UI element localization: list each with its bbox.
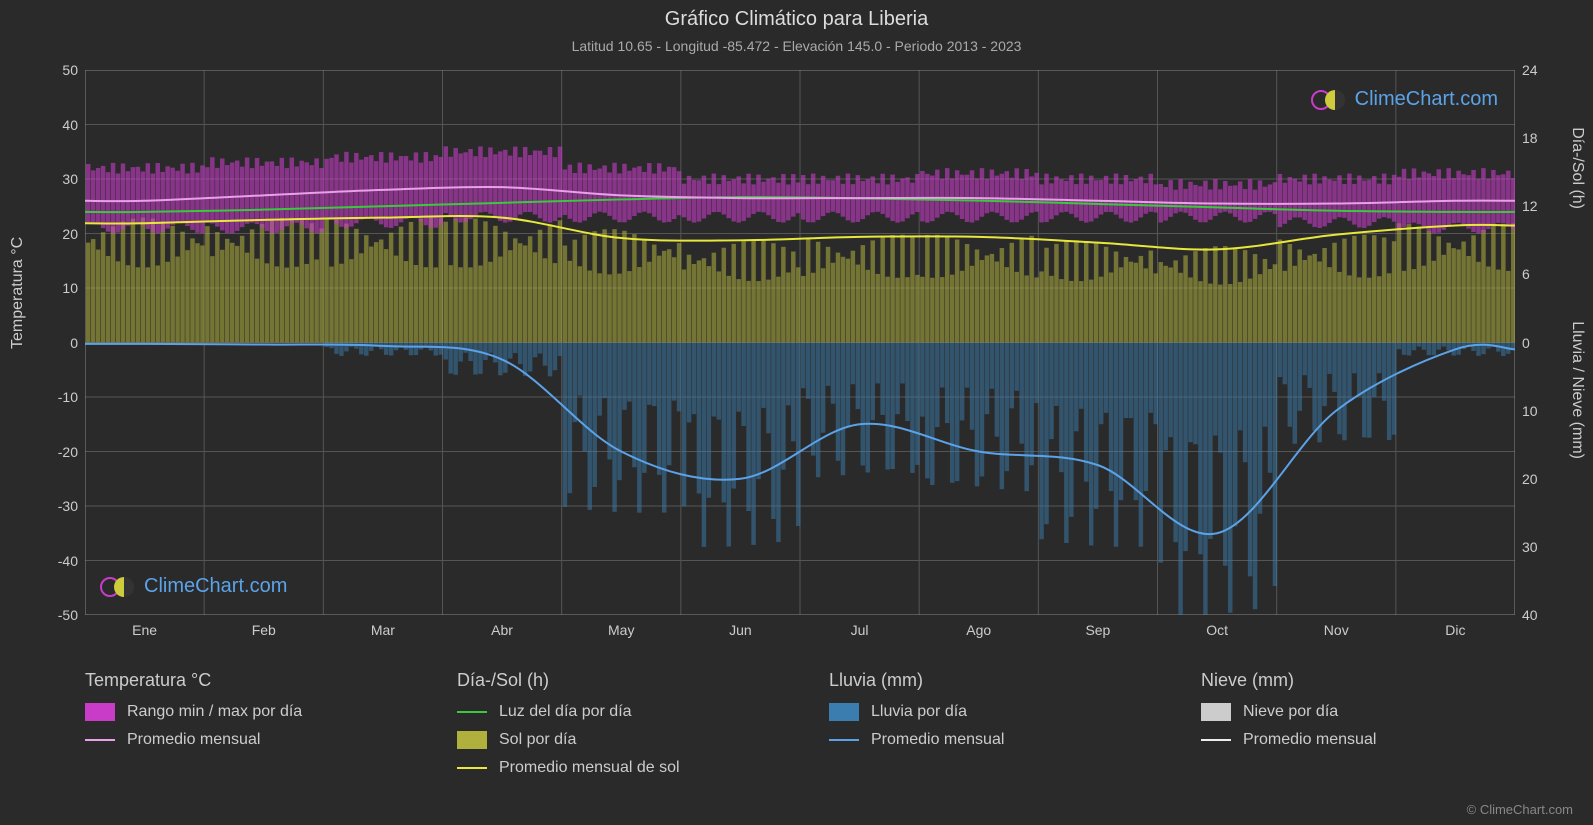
x-tick: Feb	[239, 622, 289, 638]
y-right-bottom-tick: 10	[1522, 403, 1562, 419]
watermark-top: ClimeChart.com	[1311, 88, 1498, 111]
y-axis-right-top-label: Día-/Sol (h)	[1568, 127, 1586, 209]
legend-title: Lluvia (mm)	[829, 670, 1161, 691]
copyright-text: © ClimeChart.com	[1467, 802, 1573, 817]
y-right-top-tick: 18	[1522, 130, 1562, 146]
y-axis-left-label: Temperatura °C	[9, 237, 27, 349]
legend-label: Nieve por día	[1243, 703, 1338, 721]
x-tick: Ene	[120, 622, 170, 638]
legend: Temperatura °C Rango min / max por día Pr…	[85, 670, 1533, 787]
legend-item: Luz del día por día	[457, 703, 789, 721]
x-tick: Nov	[1311, 622, 1361, 638]
x-tick: Abr	[477, 622, 527, 638]
legend-item: Promedio mensual de sol	[457, 759, 789, 777]
y-right-top-tick: 6	[1522, 266, 1562, 282]
y-right-bottom-tick: 30	[1522, 539, 1562, 555]
legend-swatch	[85, 703, 115, 721]
legend-label: Promedio mensual	[1243, 731, 1376, 749]
legend-col-daysun: Día-/Sol (h) Luz del día por día Sol por …	[457, 670, 789, 787]
legend-title: Nieve (mm)	[1201, 670, 1533, 691]
y-right-top-tick: 12	[1522, 198, 1562, 214]
legend-title: Día-/Sol (h)	[457, 670, 789, 691]
y-right-top-tick: 0	[1522, 335, 1562, 351]
y-left-tick: -30	[38, 498, 78, 514]
x-tick: Mar	[358, 622, 408, 638]
legend-label: Promedio mensual	[127, 731, 260, 749]
y-axis-right-bottom-label: Lluvia / Nieve (mm)	[1568, 321, 1586, 459]
x-tick: Ago	[954, 622, 1004, 638]
legend-item: Promedio mensual	[85, 731, 417, 749]
y-left-tick: 50	[38, 62, 78, 78]
y-left-tick: -50	[38, 607, 78, 623]
legend-swatch	[457, 767, 487, 769]
y-left-tick: -40	[38, 553, 78, 569]
legend-item: Lluvia por día	[829, 703, 1161, 721]
legend-title: Temperatura °C	[85, 670, 417, 691]
legend-label: Promedio mensual	[871, 731, 1004, 749]
x-tick: Oct	[1192, 622, 1242, 638]
legend-col-rain: Lluvia (mm) Lluvia por día Promedio mensu…	[829, 670, 1161, 787]
y-right-top-tick: 24	[1522, 62, 1562, 78]
legend-label: Rango min / max por día	[127, 703, 302, 721]
legend-label: Promedio mensual de sol	[499, 759, 680, 777]
x-tick: Jul	[835, 622, 885, 638]
legend-swatch	[829, 703, 859, 721]
legend-label: Sol por día	[499, 731, 576, 749]
y-left-tick: -10	[38, 389, 78, 405]
legend-item: Promedio mensual	[1201, 731, 1533, 749]
legend-swatch	[829, 739, 859, 741]
climechart-logo-icon	[1311, 89, 1347, 111]
legend-swatch	[457, 711, 487, 713]
watermark-text: ClimeChart.com	[144, 575, 287, 598]
legend-swatch	[457, 731, 487, 749]
legend-label: Lluvia por día	[871, 703, 967, 721]
watermark-bottom: ClimeChart.com	[100, 575, 287, 598]
legend-swatch	[1201, 739, 1231, 741]
y-left-tick: 10	[38, 280, 78, 296]
chart-subtitle: Latitud 10.65 - Longitud -85.472 - Eleva…	[0, 38, 1593, 54]
climechart-logo-icon	[100, 576, 136, 598]
x-tick: May	[596, 622, 646, 638]
legend-swatch	[85, 739, 115, 741]
x-tick: Dic	[1430, 622, 1480, 638]
y-right-bottom-tick: 20	[1522, 471, 1562, 487]
legend-item: Nieve por día	[1201, 703, 1533, 721]
chart-title: Gráfico Climático para Liberia	[0, 8, 1593, 31]
y-left-tick: 20	[38, 226, 78, 242]
x-tick: Jun	[715, 622, 765, 638]
y-left-tick: 0	[38, 335, 78, 351]
legend-item: Promedio mensual	[829, 731, 1161, 749]
y-left-tick: -20	[38, 444, 78, 460]
watermark-text: ClimeChart.com	[1355, 88, 1498, 111]
legend-item: Rango min / max por día	[85, 703, 417, 721]
y-right-bottom-tick: 40	[1522, 607, 1562, 623]
x-tick: Sep	[1073, 622, 1123, 638]
legend-label: Luz del día por día	[499, 703, 632, 721]
legend-col-temperature: Temperatura °C Rango min / max por día Pr…	[85, 670, 417, 787]
y-left-tick: 40	[38, 117, 78, 133]
chart-plot-area	[85, 70, 1515, 615]
legend-swatch	[1201, 703, 1231, 721]
legend-item: Sol por día	[457, 731, 789, 749]
legend-col-snow: Nieve (mm) Nieve por día Promedio mensual	[1201, 670, 1533, 787]
y-left-tick: 30	[38, 171, 78, 187]
